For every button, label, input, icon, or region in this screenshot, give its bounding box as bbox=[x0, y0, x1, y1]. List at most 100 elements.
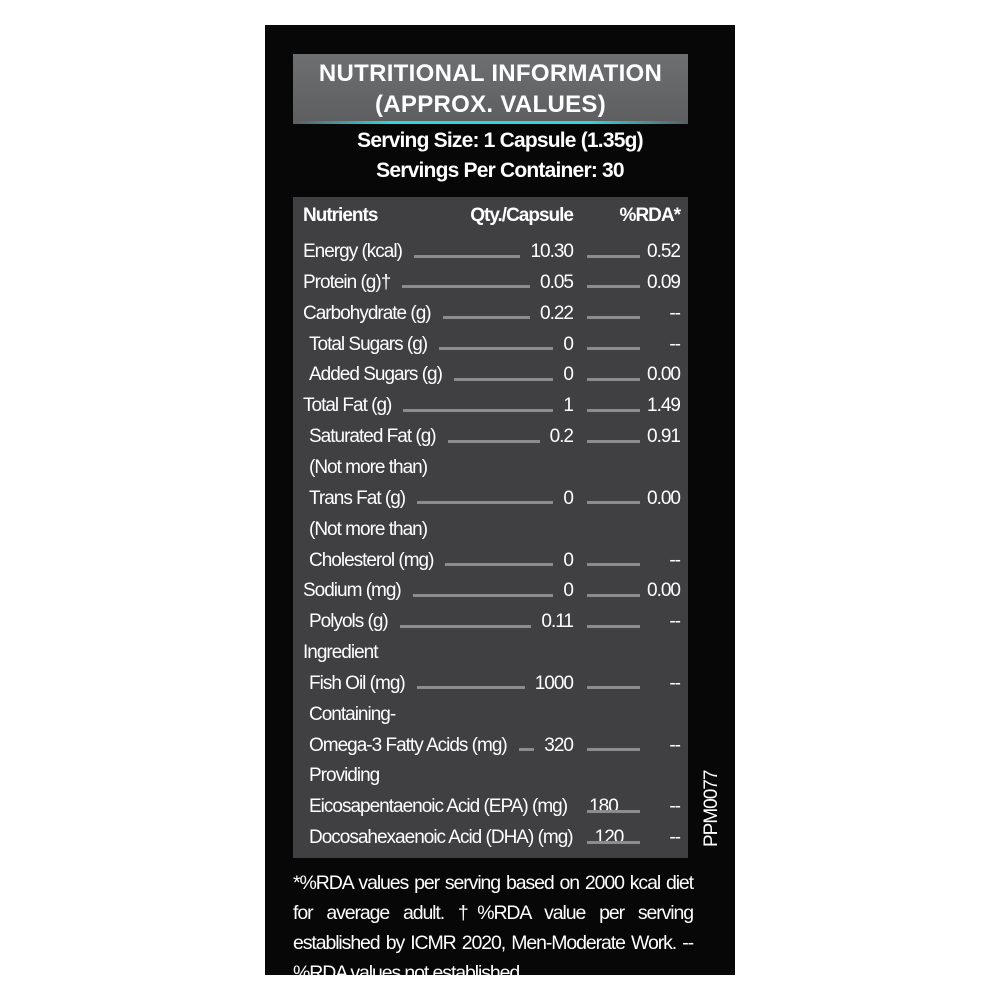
table-row: Added Sugars (g) 0 0.00 bbox=[303, 360, 681, 390]
leader-line bbox=[587, 501, 640, 505]
nutrient-rda: -- bbox=[669, 333, 681, 355]
table-row: (Not more than) bbox=[303, 515, 680, 545]
nutrient-rda: -- bbox=[669, 827, 681, 849]
table-row: Energy (kcal) 10.30 0.52 bbox=[303, 237, 681, 267]
table-row: Polyols (g) 0.11 -- bbox=[303, 607, 681, 637]
table-row: Trans Fat (g) 0 0.00 bbox=[303, 484, 681, 514]
nutrient-rda: 1.49 bbox=[647, 395, 681, 417]
leader-line bbox=[399, 624, 532, 628]
nutrient-label: Protein (g)† bbox=[303, 271, 391, 293]
nutrient-label: Energy (kcal) bbox=[303, 241, 403, 262]
leader-line bbox=[587, 748, 640, 752]
nutrient-label: Trans Fat (g) bbox=[309, 487, 406, 509]
table-row: Cholesterol (mg) 0 -- bbox=[303, 546, 681, 576]
nutrient-rda: 0.00 bbox=[647, 487, 681, 509]
nutrient-qty: 0 bbox=[563, 333, 574, 355]
nutrient-label: Sodium (mg) bbox=[303, 580, 402, 602]
nutrient-qty: 1 bbox=[563, 395, 574, 417]
leader-line bbox=[587, 439, 640, 443]
leader-line bbox=[518, 748, 535, 752]
nutrient-label: (Not more than) bbox=[309, 456, 428, 478]
nutrient-label: Containing- bbox=[309, 703, 396, 725]
nutrient-rda: 0.52 bbox=[647, 241, 681, 262]
serving-size: Serving Size: 1 Capsule (1.35g) bbox=[357, 129, 643, 152]
nutrient-qty: 0 bbox=[563, 580, 574, 602]
nutrient-rda: -- bbox=[669, 672, 681, 694]
table-row: Omega-3 Fatty Acids (mg) 320 -- bbox=[303, 731, 681, 761]
nutrient-label: Added Sugars (g) bbox=[309, 364, 443, 386]
nutrient-qty: 0.22 bbox=[540, 302, 574, 324]
footnote: *%RDA values per serving based on 2000 k… bbox=[293, 872, 694, 984]
nutrient-label: Omega-3 Fatty Acids (mg) bbox=[309, 734, 508, 756]
nutrient-qty: 120 bbox=[594, 827, 625, 849]
product-code: PPM0077 bbox=[701, 770, 722, 847]
table-row: Fish Oil (mg) 1000 -- bbox=[303, 669, 681, 699]
title-box: NUTRITIONAL INFORMATION (APPROX. VALUES) bbox=[293, 54, 688, 124]
table-row: Saturated Fat (g) 0.2 0.91 bbox=[303, 422, 681, 452]
nutrient-rda: 0.00 bbox=[647, 364, 681, 386]
leader-line bbox=[587, 254, 640, 258]
leader-line bbox=[587, 347, 640, 351]
nutrient-rda: -- bbox=[669, 796, 681, 818]
leader-line bbox=[587, 593, 640, 597]
leader-line bbox=[587, 316, 640, 320]
nutrient-label: Fish Oil (mg) bbox=[309, 672, 406, 694]
table-row: (Not more than) bbox=[303, 453, 680, 483]
leader-line bbox=[402, 285, 531, 289]
accent-underline bbox=[293, 121, 688, 124]
leader-line bbox=[587, 408, 640, 412]
table-row: Containing- bbox=[303, 700, 680, 730]
nutrient-label: Carbohydrate (g) bbox=[303, 302, 432, 324]
nutrient-qty: 0 bbox=[563, 549, 574, 571]
nutrient-label: Polyols (g) bbox=[309, 611, 389, 633]
table-row: Ingredient bbox=[303, 638, 680, 668]
nutrient-label: (Not more than) bbox=[309, 518, 428, 540]
nutrition-table: Nutrients Qty./Capsule %RDA* Energy (kca… bbox=[293, 197, 688, 858]
table-row: Protein (g)† 0.05 0.09 bbox=[303, 268, 681, 298]
leader-line bbox=[587, 377, 640, 381]
nutrient-rda: -- bbox=[669, 611, 681, 633]
table-row: Sodium (mg) 0 0.00 bbox=[303, 576, 681, 606]
table-row: Total Fat (g) 1 1.49 bbox=[303, 391, 681, 421]
leader-line bbox=[587, 285, 640, 289]
nutrient-label: Ingredient bbox=[303, 642, 379, 664]
nutrient-label: Cholesterol (mg) bbox=[309, 549, 434, 571]
nutrient-qty: 0.05 bbox=[540, 271, 574, 293]
leader-line bbox=[587, 624, 640, 628]
nutrient-qty: 0 bbox=[563, 487, 574, 509]
leader-line bbox=[439, 347, 554, 351]
table-row: Carbohydrate (g) 0.22 -- bbox=[303, 299, 681, 329]
nutrient-rda: -- bbox=[669, 549, 681, 571]
nutrient-rda: -- bbox=[669, 734, 681, 756]
leader-line bbox=[403, 408, 554, 412]
nutrient-qty: 180 bbox=[589, 796, 619, 818]
leader-line bbox=[447, 439, 540, 443]
table-row: Docosahexaenoic Acid (DHA) (mg) 120 -- bbox=[303, 823, 681, 853]
nutrient-rda: -- bbox=[669, 302, 681, 324]
title-line-1: NUTRITIONAL INFORMATION bbox=[318, 60, 663, 87]
table-row: Total Sugars (g) 0 -- bbox=[303, 330, 681, 360]
nutrient-qty: 0 bbox=[563, 364, 574, 386]
table-header: Nutrients Qty./Capsule %RDA* bbox=[303, 201, 681, 231]
leader-line bbox=[417, 501, 554, 505]
nutrient-qty: 10.30 bbox=[530, 241, 574, 262]
nutrient-qty: 0.2 bbox=[549, 426, 574, 448]
nutrient-label: Providing bbox=[309, 765, 380, 787]
nutrient-qty: 320 bbox=[544, 734, 574, 756]
servings-per-container: Servings Per Container: 30 bbox=[376, 159, 624, 182]
leader-line bbox=[587, 840, 640, 844]
leader-line bbox=[416, 686, 525, 690]
leader-line bbox=[445, 563, 554, 566]
nutrient-label: Docosahexaenoic Acid (DHA) (mg) bbox=[309, 827, 574, 849]
table-row: Providing bbox=[303, 761, 680, 791]
nutrient-qty: 1000 bbox=[534, 672, 574, 694]
nutrient-rda: 0.00 bbox=[647, 580, 681, 602]
leader-line bbox=[453, 377, 554, 381]
header-qty: Qty./Capsule bbox=[470, 205, 574, 226]
leader-line bbox=[587, 809, 640, 813]
nutrition-label: NUTRITIONAL INFORMATION (APPROX. VALUES)… bbox=[265, 25, 735, 984]
header-rda: %RDA* bbox=[619, 205, 681, 226]
leader-line bbox=[442, 316, 531, 320]
nutrient-label: Total Sugars (g) bbox=[309, 333, 428, 355]
nutrient-rda: 0.09 bbox=[647, 271, 681, 293]
